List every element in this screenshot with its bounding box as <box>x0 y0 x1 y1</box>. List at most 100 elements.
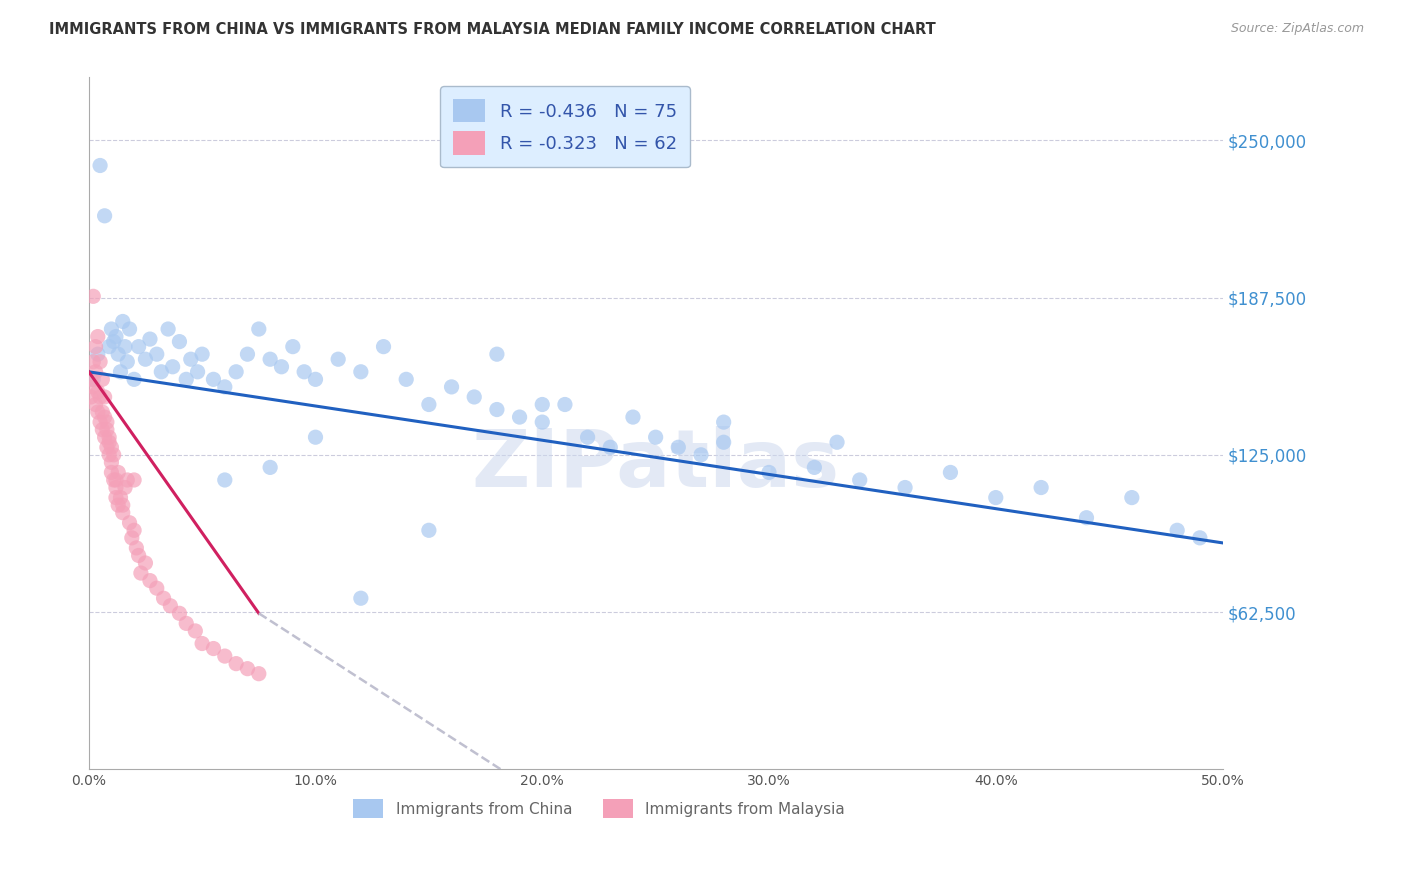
Point <box>690 448 713 462</box>
Point <box>984 491 1007 505</box>
Point <box>107 466 129 480</box>
Point <box>825 435 848 450</box>
Point <box>84 365 107 379</box>
Point <box>1121 491 1143 505</box>
Point <box>98 340 121 354</box>
Point <box>98 435 121 450</box>
Point <box>129 566 152 580</box>
Point <box>128 549 150 563</box>
Point <box>128 340 150 354</box>
Point <box>225 657 247 671</box>
Point <box>110 491 132 505</box>
Point <box>98 448 121 462</box>
Point <box>418 524 440 538</box>
Point <box>259 460 281 475</box>
Point <box>509 410 531 425</box>
Point <box>114 481 136 495</box>
Point <box>118 322 141 336</box>
Point <box>103 334 125 349</box>
Point <box>174 372 197 386</box>
Point <box>418 397 440 411</box>
Point <box>531 397 554 411</box>
Point <box>191 347 214 361</box>
Point <box>214 380 236 394</box>
Point <box>1029 481 1052 495</box>
Text: Source: ZipAtlas.com: Source: ZipAtlas.com <box>1230 22 1364 36</box>
Point <box>191 636 214 650</box>
Point <box>118 516 141 530</box>
Point <box>89 159 111 173</box>
Point <box>87 347 110 361</box>
Point <box>84 340 107 354</box>
Text: IMMIGRANTS FROM CHINA VS IMMIGRANTS FROM MALAYSIA MEDIAN FAMILY INCOME CORRELATI: IMMIGRANTS FROM CHINA VS IMMIGRANTS FROM… <box>49 22 936 37</box>
Point <box>576 430 599 444</box>
Point <box>281 340 304 354</box>
Point <box>139 332 162 346</box>
Point <box>169 334 191 349</box>
Point <box>214 473 236 487</box>
Point <box>485 347 508 361</box>
Point <box>89 355 111 369</box>
Point <box>103 448 125 462</box>
Point <box>96 440 118 454</box>
Point <box>87 384 110 399</box>
Point <box>236 662 259 676</box>
Point <box>350 365 373 379</box>
Point <box>122 473 145 487</box>
Point <box>82 380 104 394</box>
Point <box>100 466 122 480</box>
Point <box>236 347 259 361</box>
Point <box>82 355 104 369</box>
Point <box>134 556 156 570</box>
Point <box>84 397 107 411</box>
Point <box>758 466 780 480</box>
Point <box>644 430 666 444</box>
Point <box>350 591 373 606</box>
Point <box>107 498 129 512</box>
Point <box>150 365 173 379</box>
Point <box>107 347 129 361</box>
Point <box>894 481 917 495</box>
Point <box>159 599 181 613</box>
Point <box>803 460 825 475</box>
Point <box>122 524 145 538</box>
Point <box>100 322 122 336</box>
Point <box>93 390 115 404</box>
Point <box>169 607 191 621</box>
Point <box>122 372 145 386</box>
Point <box>104 329 127 343</box>
Point <box>373 340 395 354</box>
Point <box>82 289 104 303</box>
Point <box>87 329 110 343</box>
Point <box>114 340 136 354</box>
Point <box>104 491 127 505</box>
Point <box>157 322 180 336</box>
Point <box>93 410 115 425</box>
Point <box>111 506 134 520</box>
Point <box>463 390 485 404</box>
Point <box>485 402 508 417</box>
Point <box>440 380 463 394</box>
Point <box>554 397 576 411</box>
Point <box>111 498 134 512</box>
Point <box>328 352 350 367</box>
Point <box>96 415 118 429</box>
Point <box>848 473 870 487</box>
Point <box>110 365 132 379</box>
Point <box>247 322 270 336</box>
Point <box>145 581 167 595</box>
Point <box>96 423 118 437</box>
Point <box>187 365 209 379</box>
Point <box>225 365 247 379</box>
Point <box>599 440 621 454</box>
Point <box>713 435 735 450</box>
Point <box>531 415 554 429</box>
Point <box>91 423 114 437</box>
Point <box>89 390 111 404</box>
Point <box>89 415 111 429</box>
Point <box>104 473 127 487</box>
Point <box>80 372 103 386</box>
Point <box>259 352 281 367</box>
Text: ZIPatlas: ZIPatlas <box>471 425 839 504</box>
Point <box>247 666 270 681</box>
